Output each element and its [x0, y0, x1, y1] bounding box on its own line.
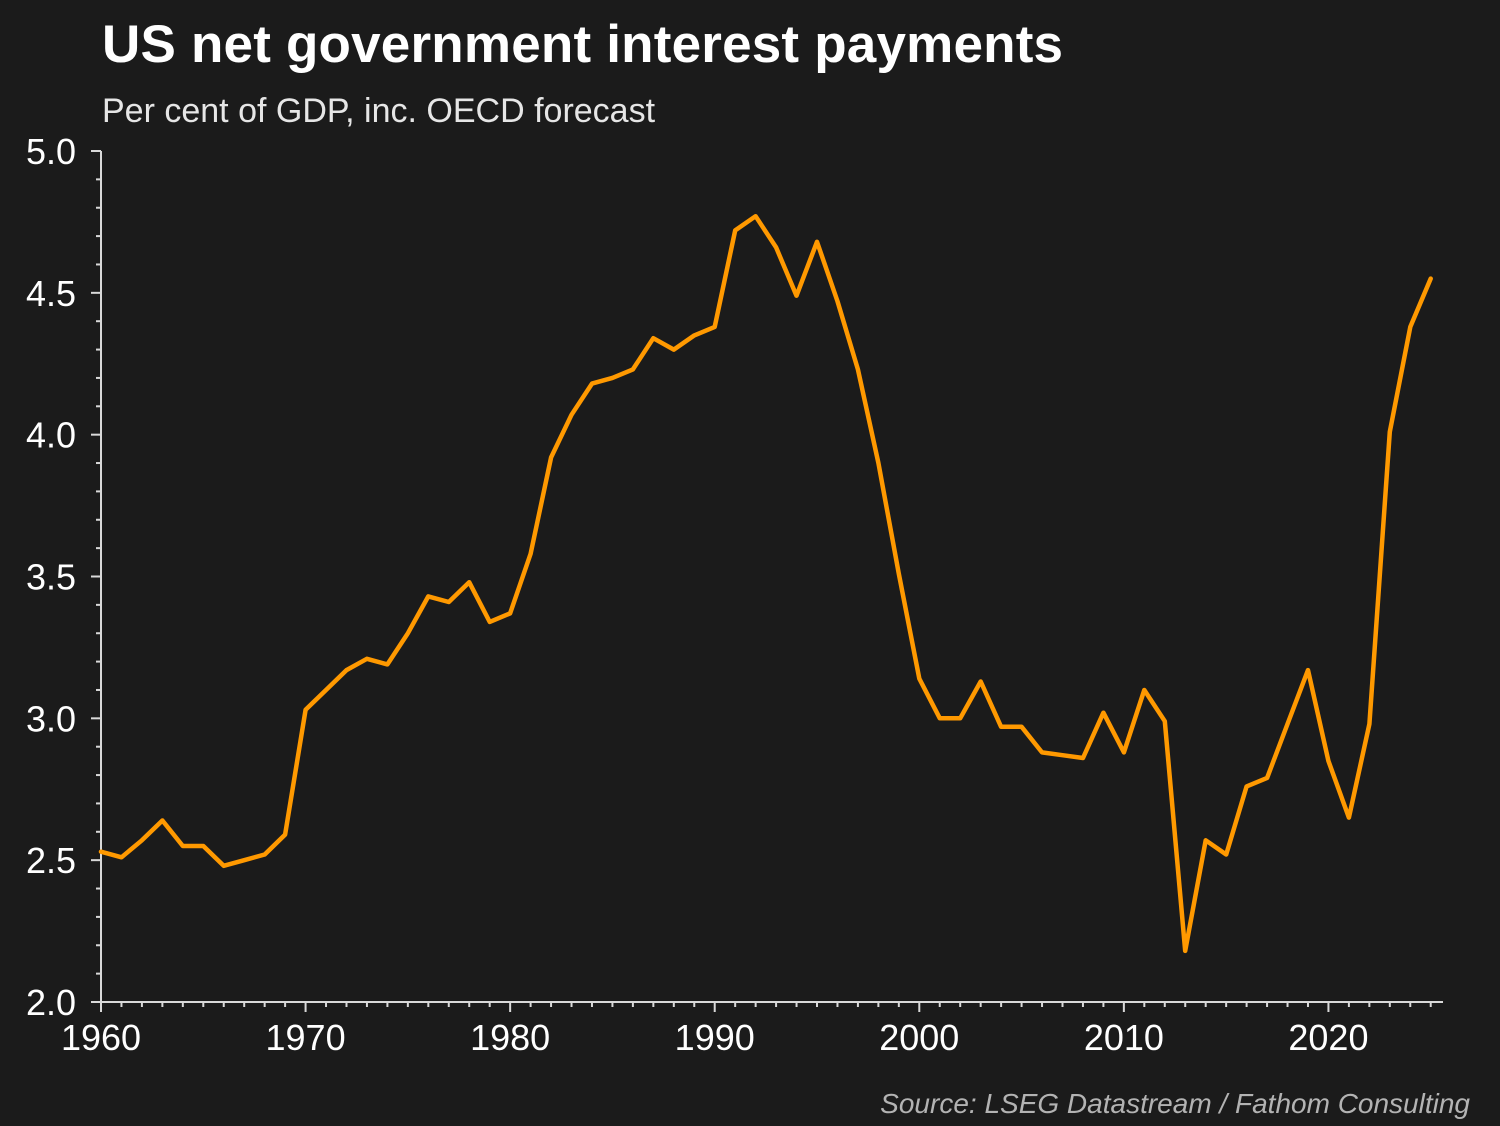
y-tick-label: 2.5	[26, 840, 76, 881]
y-tick-label: 4.0	[26, 415, 76, 456]
x-tick-label: 2020	[1288, 1017, 1368, 1058]
x-tick-label: 1990	[675, 1017, 755, 1058]
source-note: Source: LSEG Datastream / Fathom Consult…	[880, 1088, 1470, 1119]
x-tick-label: 2010	[1084, 1017, 1164, 1058]
plot-area	[98, 213, 1433, 954]
series-line	[98, 213, 1433, 954]
x-tick-label: 1970	[266, 1017, 346, 1058]
y-tick-label: 3.5	[26, 557, 76, 598]
x-tick-label: 1980	[470, 1017, 550, 1058]
x-tick-label: 1960	[61, 1017, 141, 1058]
y-tick-label: 4.5	[26, 273, 76, 314]
y-tick-label: 5.0	[26, 131, 76, 172]
y-tick-label: 3.0	[26, 698, 76, 739]
chart-axes: 2.0 2.5 3.0 3.5 4.0 4.5 5.0 1960 1970 1980 1990 200…	[26, 131, 1443, 1058]
x-tick-label: 2000	[879, 1017, 959, 1058]
chart-subtitle: Per cent of GDP, inc. OECD forecast	[102, 92, 656, 130]
chart-title: US net government interest payments	[102, 15, 1064, 74]
y-tick-label: 2.0	[26, 982, 76, 1023]
